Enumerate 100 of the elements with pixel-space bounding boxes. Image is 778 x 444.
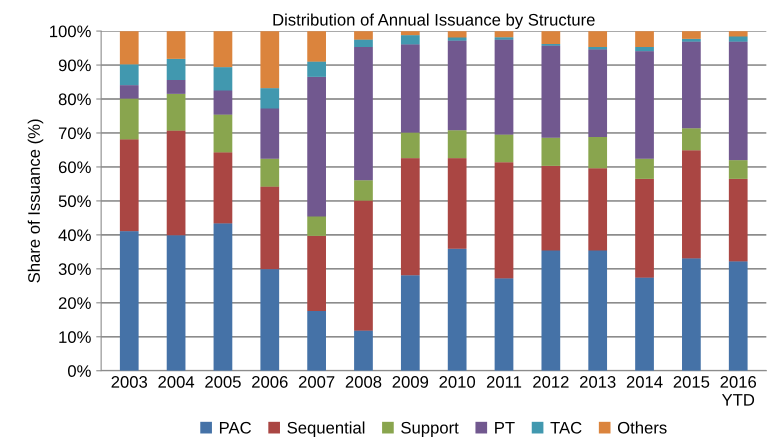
bar: [260, 31, 280, 88]
bar: [166, 31, 186, 59]
bar: [635, 51, 654, 159]
x-tick-label: 2012: [533, 376, 569, 388]
bar: [494, 40, 514, 135]
bar: [307, 236, 326, 311]
chart-title: Distribution of Annual Issuance by Structure: [273, 13, 595, 29]
y-tick-label: 50%: [58, 195, 91, 208]
x-tick-label: 2004: [158, 376, 194, 388]
y-tick-label: 10%: [59, 331, 91, 343]
bar: [166, 58, 186, 80]
bar: [400, 44, 420, 133]
bar: [635, 158, 654, 179]
bar: [448, 130, 467, 158]
bar: [307, 310, 326, 371]
y-tick-label: 60%: [58, 161, 91, 174]
bar: [728, 261, 748, 371]
x-tick-label: 2014: [626, 376, 663, 388]
x-tick-label: 2011: [486, 376, 522, 388]
y-tick-label: 0%: [68, 365, 91, 377]
bar: [260, 88, 280, 109]
bar: [448, 158, 467, 249]
bar: [682, 31, 701, 39]
bar: [728, 178, 748, 262]
bar: [494, 278, 514, 371]
bar: [120, 85, 139, 99]
legend-label: Sequential: [287, 421, 364, 437]
bar: [728, 42, 748, 160]
x-tick-label: 2008: [346, 376, 382, 388]
bar: [635, 278, 654, 371]
x-tick-label: 2005: [205, 376, 241, 388]
bar: [354, 200, 373, 331]
bar: [400, 35, 420, 44]
bar: [354, 40, 373, 48]
x-tick-label: 2006: [252, 376, 288, 388]
bar: [120, 231, 139, 371]
bar: [541, 138, 560, 166]
bar: [728, 160, 748, 179]
bar: [120, 64, 139, 86]
bar: [214, 223, 232, 371]
bar: [682, 38, 701, 42]
bar: [214, 31, 232, 68]
bar: [728, 36, 748, 42]
y-tick-label: 40%: [58, 229, 91, 242]
y-tick-label: 100%: [50, 25, 91, 38]
legend-label: Support: [401, 422, 459, 437]
y-tick-label: 90%: [58, 59, 91, 72]
bar: [400, 275, 420, 371]
bar: [541, 46, 560, 138]
bar: [400, 158, 420, 276]
bar: [120, 139, 139, 232]
bar: [354, 47, 373, 180]
bar: [494, 31, 514, 38]
x-tick-label: 2009: [392, 376, 428, 388]
x-tick-label: 2016 YTD: [720, 376, 756, 406]
bar: [166, 80, 186, 94]
bar: [494, 162, 514, 278]
bar: [635, 31, 654, 48]
bar: [260, 186, 280, 270]
bar: [494, 134, 514, 162]
bar: [307, 31, 326, 62]
bar: [307, 62, 326, 77]
bar: [260, 158, 280, 187]
bar: [635, 47, 654, 52]
x-tick-label: 2010: [439, 376, 476, 388]
bar: [214, 152, 232, 224]
bar: [588, 31, 608, 48]
bar: [728, 31, 748, 37]
bar: [682, 128, 701, 150]
bar: [166, 130, 186, 236]
bar: [307, 216, 326, 236]
bar: [541, 31, 560, 44]
bar: [682, 258, 701, 371]
x-tick-label: 2013: [580, 376, 616, 388]
bar: [120, 31, 139, 64]
x-tick-label: 2015: [674, 376, 710, 388]
bar: [400, 132, 420, 158]
bar: [635, 178, 654, 278]
legend-label: PAC: [220, 422, 252, 434]
bar: [448, 248, 467, 371]
bar: [214, 67, 232, 91]
bar: [214, 114, 232, 152]
y-tick-label: 70%: [58, 127, 91, 140]
bar: [166, 94, 186, 131]
bar: [448, 31, 467, 38]
bar: [682, 150, 701, 258]
bar: [541, 166, 560, 250]
bar: [448, 40, 467, 130]
legend-label: PT: [495, 422, 515, 434]
x-tick-label: 2007: [298, 376, 334, 388]
x-tick-label: 2003: [112, 376, 148, 388]
bar: [120, 98, 139, 140]
y-tick-label: 30%: [58, 263, 91, 276]
bar: [214, 90, 232, 115]
bar: [166, 235, 186, 371]
legend-label: Others: [618, 421, 667, 434]
legend-label: TAC: [550, 422, 582, 434]
bar: [448, 38, 467, 41]
bar: [541, 250, 560, 371]
y-tick-label: 80%: [58, 93, 91, 106]
